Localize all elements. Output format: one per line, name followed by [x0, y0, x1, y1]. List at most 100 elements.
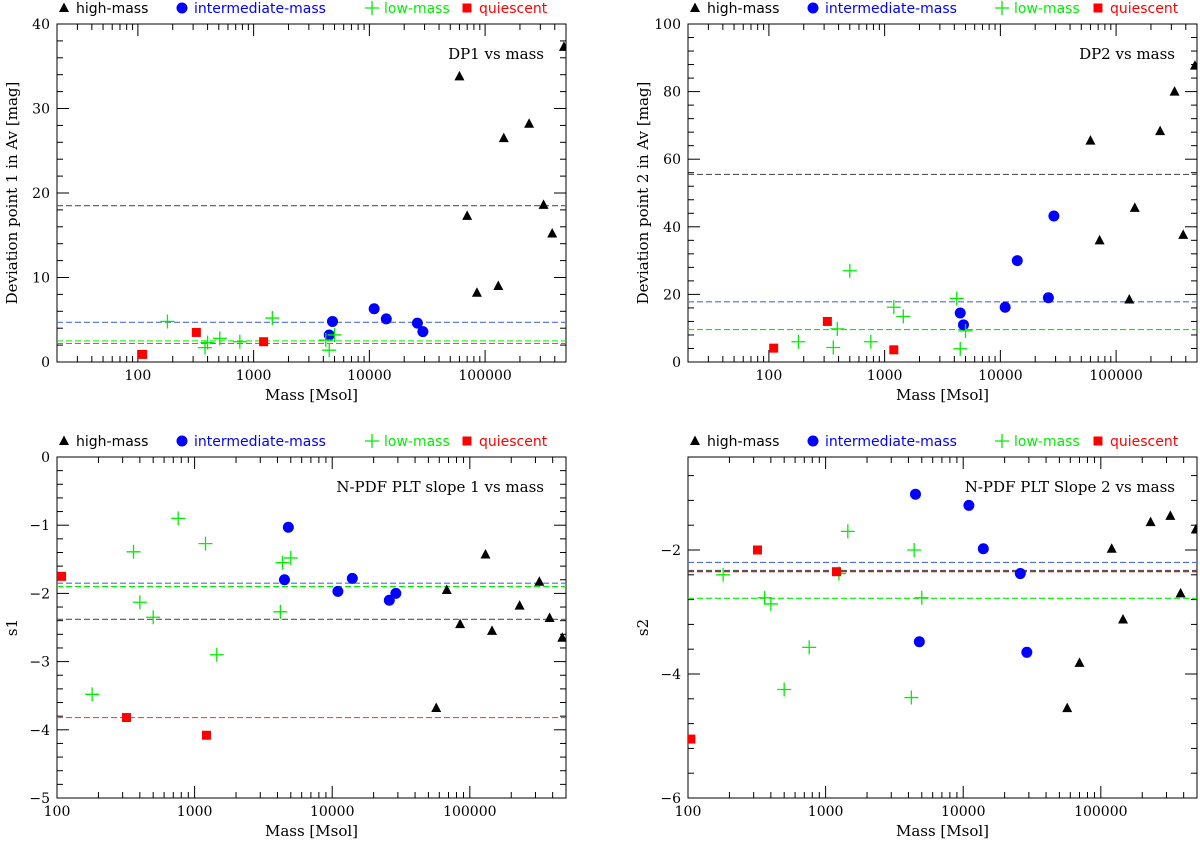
- data-point-low-mass: [85, 687, 100, 702]
- data-point-high-mass: [431, 702, 442, 712]
- data-point-intermediate-mass: [909, 488, 921, 500]
- y-tick-label: 0: [41, 355, 50, 371]
- legend-marker-high-mass: [59, 435, 69, 445]
- x-tick-label: 100000: [443, 804, 496, 820]
- data-point-low-mass: [830, 321, 845, 336]
- data-point-high-mass: [1106, 543, 1117, 553]
- data-point-high-mass: [1094, 234, 1105, 245]
- x-tick-label: 100: [756, 368, 783, 384]
- panel-title: DP2 vs mass: [1079, 45, 1175, 63]
- data-point-low-mass: [146, 610, 161, 625]
- data-point-low-mass: [171, 511, 186, 526]
- data-point-intermediate-mass: [913, 636, 925, 648]
- legend-label: intermediate-mass: [825, 434, 957, 450]
- x-axis-label: Mass [Msol]: [265, 822, 358, 840]
- data-point-intermediate-mass: [383, 594, 395, 606]
- legend-label: low-mass: [1014, 434, 1080, 450]
- legend-marker-quiescent: [1093, 3, 1103, 13]
- data-point-high-mass: [455, 618, 466, 629]
- data-point-intermediate-mass: [282, 521, 294, 533]
- data-point-low-mass: [318, 333, 333, 348]
- panel-title: DP1 vs mass: [448, 45, 544, 63]
- data-point-low-mass: [322, 343, 337, 358]
- x-tick-label: 100000: [1089, 368, 1142, 384]
- data-point-low-mass: [842, 263, 857, 278]
- y-tick-label: 40: [32, 17, 50, 33]
- legend-marker-low-mass: [995, 1, 1009, 15]
- plot-frame: [687, 456, 1198, 799]
- data-point-intermediate-mass: [390, 587, 402, 599]
- data-point-high-mass: [454, 70, 465, 81]
- data-point-intermediate-mass: [957, 319, 969, 331]
- y-axis-label: Deviation point 1 in Av [mag]: [3, 82, 21, 305]
- x-tick-label: 100: [675, 804, 702, 820]
- y-axis-label: s1: [3, 619, 21, 636]
- data-point-quiescent: [753, 545, 763, 555]
- data-point-low-mass: [886, 300, 901, 315]
- y-tick-label: 20: [32, 186, 50, 202]
- data-point-quiescent: [138, 349, 148, 359]
- data-point-low-mass: [763, 596, 778, 611]
- legend-label: quiescent: [479, 434, 548, 450]
- data-point-high-mass: [493, 280, 504, 290]
- legend-label: intermediate-mass: [194, 434, 326, 450]
- legend: high-mass intermediate-mass low-mass quiesc…: [690, 1, 1179, 17]
- x-tick-label: 1000: [177, 804, 213, 820]
- data-point-high-mass: [462, 210, 473, 220]
- data-point-intermediate-mass: [368, 303, 380, 315]
- data-point-high-mass: [1175, 587, 1186, 598]
- x-tick-label: 10000: [978, 368, 1023, 384]
- legend-marker-high-mass: [690, 435, 700, 445]
- data-point-intermediate-mass: [1011, 255, 1023, 267]
- y-tick-label: 60: [663, 152, 681, 168]
- data-point-low-mass: [958, 323, 973, 338]
- data-point-high-mass: [557, 632, 566, 642]
- legend-marker-quiescent: [1093, 436, 1103, 446]
- x-tick-label: 100000: [458, 368, 511, 384]
- x-tick-label: 1000: [867, 368, 903, 384]
- data-point-high-mass: [1189, 60, 1197, 70]
- legend-label: high-mass: [76, 1, 148, 17]
- data-point-intermediate-mass: [332, 585, 344, 597]
- data-point-high-mass: [1190, 524, 1197, 534]
- data-point-high-mass: [547, 228, 558, 238]
- x-tick-label: 10000: [941, 804, 986, 820]
- x-tick-label: 100000: [1074, 804, 1127, 820]
- data-point-low-mass: [863, 334, 878, 349]
- data-point-high-mass: [1169, 86, 1180, 96]
- legend-marker-high-mass: [690, 2, 700, 12]
- data-point-low-mass: [802, 640, 817, 655]
- data-point-low-mass: [791, 334, 806, 349]
- data-point-quiescent: [832, 567, 842, 577]
- data-point-high-mass: [544, 612, 555, 622]
- data-point-intermediate-mass: [326, 315, 338, 327]
- data-point-low-mass: [896, 309, 911, 324]
- data-point-high-mass: [1155, 125, 1166, 136]
- data-point-low-mass: [840, 524, 855, 539]
- data-point-high-mass: [1129, 202, 1140, 212]
- legend-label: quiescent: [1110, 1, 1179, 17]
- panel-title: N-PDF PLT slope 1 vs mass: [336, 478, 544, 496]
- data-point-intermediate-mass: [417, 326, 429, 338]
- data-point-high-mass: [538, 199, 549, 209]
- x-tick-label: 1000: [236, 368, 272, 384]
- panel-3: 100 1000 10000 100000 −5 −4 −3 −2 −1 0 Mass [Msol]…: [3, 434, 567, 840]
- x-tick-label: 10000: [347, 368, 392, 384]
- plot-area: [688, 488, 1197, 744]
- y-tick-label: 40: [663, 220, 681, 236]
- y-tick-label: 80: [663, 85, 681, 101]
- data-point-quiescent: [57, 571, 67, 581]
- data-point-quiescent: [259, 337, 269, 347]
- legend-label: high-mass: [76, 434, 148, 450]
- data-point-low-mass: [209, 647, 224, 662]
- data-point-high-mass: [471, 287, 482, 297]
- y-tick-label: 0: [672, 355, 681, 371]
- data-point-low-mass: [953, 341, 968, 356]
- x-tick-label: 1000: [808, 804, 844, 820]
- data-point-low-mass: [949, 291, 964, 306]
- plot-area: [57, 41, 566, 359]
- data-point-quiescent: [822, 316, 832, 326]
- data-point-quiescent: [889, 345, 899, 355]
- x-tick-label: 10000: [310, 804, 355, 820]
